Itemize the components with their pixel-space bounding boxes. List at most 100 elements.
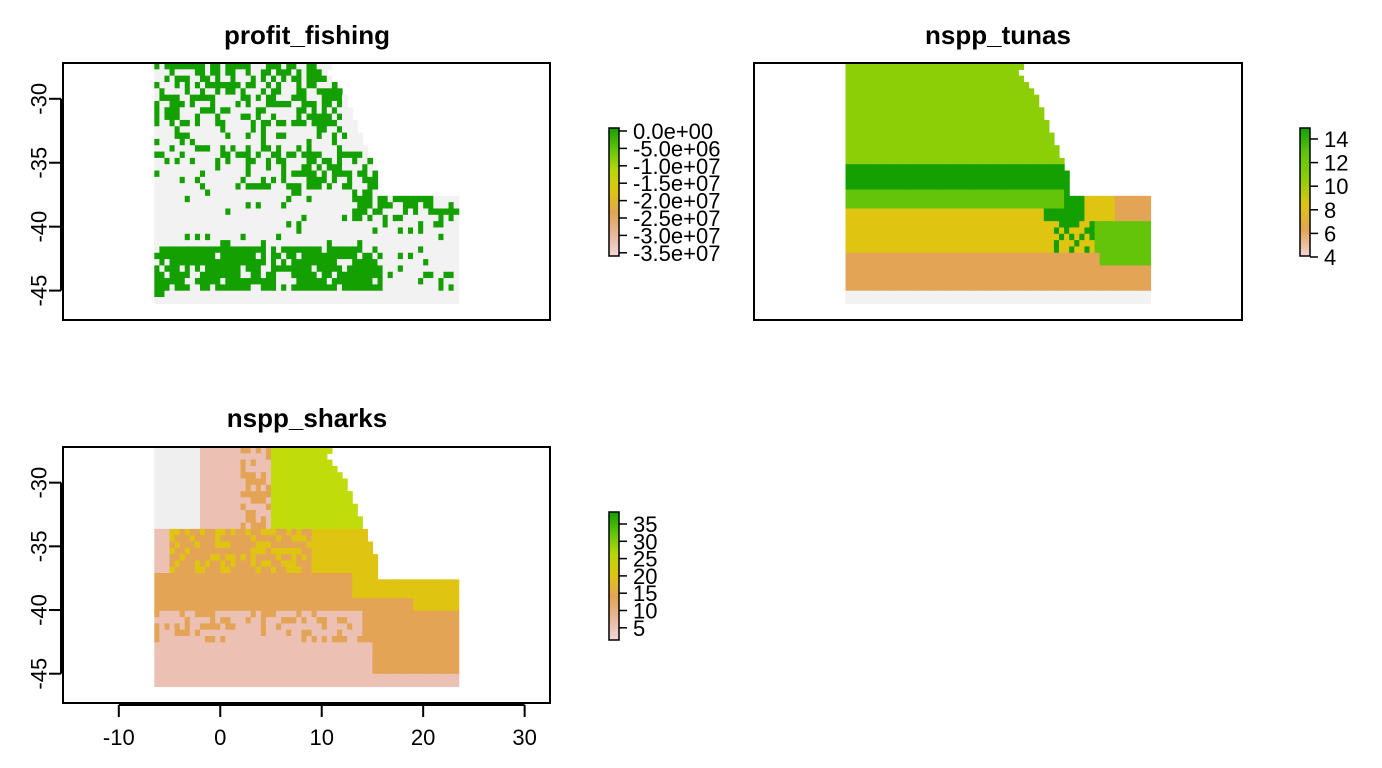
raster-cell [205,81,211,89]
raster-cell [860,176,867,184]
raster-cell [367,547,374,555]
raster-cell [1023,145,1030,153]
raster-cell [250,284,257,292]
raster-cell [331,119,338,127]
raster-cell [957,259,964,267]
raster-cell [392,246,399,254]
raster-cell [1145,227,1152,235]
raster-cell [281,554,287,562]
raster-cell [347,138,353,146]
raster-cell [942,81,948,89]
raster-cell [1038,221,1045,229]
raster-cell [962,278,969,286]
raster-cell [194,278,201,286]
raster-cell [911,107,918,115]
raster-cell [260,113,267,121]
raster-cell [265,132,272,140]
raster-cell [967,75,974,83]
raster-cell [1059,183,1065,191]
raster-cell [199,522,206,530]
raster-cell [1130,195,1136,203]
raster-cell [321,233,328,241]
raster-cell [179,484,186,492]
raster-cell [159,516,166,524]
raster-cell [413,208,419,216]
raster-cell [1028,176,1035,184]
raster-cell [235,240,242,248]
raster-cell [896,265,903,273]
raster-cell [352,554,358,562]
raster-cell [296,157,303,165]
raster-cell [311,119,318,127]
raster-cell [276,189,282,197]
raster-cell [159,126,166,134]
raster-cell [306,157,313,165]
raster-cell [184,497,191,505]
raster-cell [977,170,984,178]
raster-cell [270,75,277,83]
raster-cell [179,453,186,461]
raster-cell [998,233,1004,241]
raster-cell [1104,195,1111,203]
raster-cell [276,119,282,127]
raster-cell [184,566,191,574]
raster-cell [291,503,297,511]
raster-cell [286,284,292,292]
raster-cell [174,598,181,606]
raster-cell [362,145,368,153]
raster-cell [230,259,237,267]
raster-cell [194,88,201,96]
raster-cell [179,63,186,70]
raster-cell [1140,284,1147,292]
raster-cell [260,63,267,70]
raster-cell [311,157,318,165]
raster-cell [301,284,308,292]
raster-cell [215,69,221,77]
raster-cell [250,522,257,530]
raster-cell [921,75,928,83]
raster-cell [962,126,969,134]
raster-cell [154,497,160,505]
raster-cell [296,240,303,248]
raster-cell [255,510,262,517]
raster-cell [1099,214,1106,222]
raster-cell [281,259,287,267]
raster-cell [347,157,353,165]
raster-cell [891,240,897,248]
raster-cell [876,208,882,216]
raster-cell [952,81,958,89]
raster-cell [235,284,242,292]
raster-cell [199,585,206,593]
raster-cell [1135,208,1141,216]
raster-cell [286,459,292,467]
raster-cell [255,63,262,70]
raster-cell [321,472,328,480]
raster-cell [260,69,267,77]
raster-cell [164,453,171,461]
raster-cell [225,246,231,254]
raster-cell [886,297,892,304]
raster-cell [159,579,166,587]
raster-cell [255,259,262,267]
raster-cell [194,63,201,70]
raster-cell [1003,290,1009,298]
raster-cell [250,240,257,248]
raster-cell [926,126,933,134]
raster-cell [1069,278,1075,286]
raster-cell [921,164,928,172]
raster-cell [281,233,287,241]
raster-cell [1013,164,1019,172]
raster-cell [972,69,979,77]
raster-cell [205,107,211,115]
raster-cell [220,478,226,486]
raster-cell [952,132,958,140]
raster-cell [240,252,247,260]
raster-cell [245,591,252,599]
raster-cell [336,503,343,511]
raster-cell [906,88,913,96]
raster-cell [326,88,333,96]
raster-cell [886,81,892,89]
raster-cell [189,503,196,511]
raster-cell [336,126,343,134]
raster-cell [331,208,338,216]
